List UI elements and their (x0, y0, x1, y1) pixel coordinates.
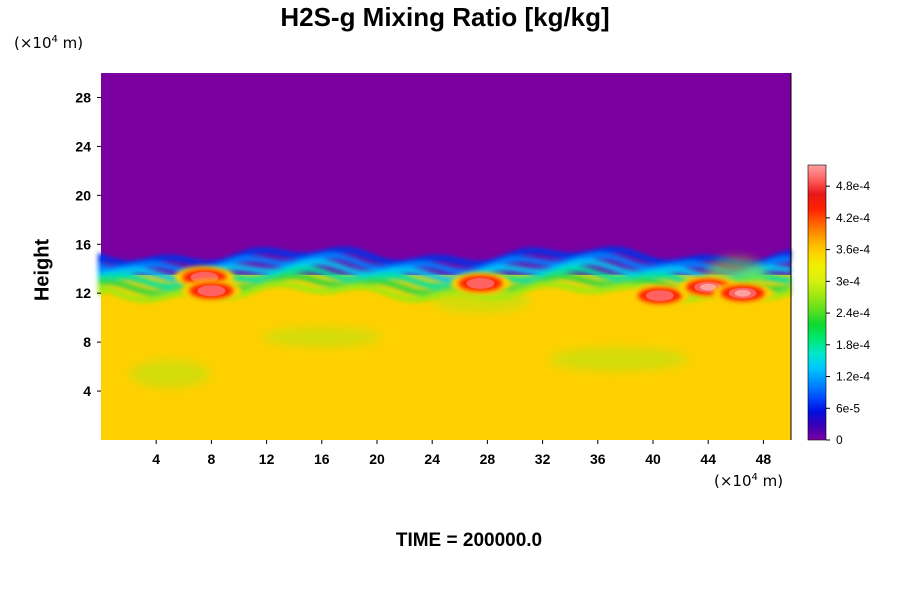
x-unit-prefix: (×10 (714, 472, 752, 490)
y-tick-label: 28 (75, 89, 91, 105)
y-unit-suffix: m) (57, 34, 84, 52)
y-tick-label: 8 (83, 334, 91, 350)
colorbar-tick-label: 2.4e-4 (836, 306, 870, 320)
texture-patch (548, 347, 689, 372)
y-tick-label: 12 (75, 285, 91, 301)
colorbar-tick-label: 1.8e-4 (836, 338, 870, 352)
x-tick-label: 16 (314, 451, 330, 467)
pocket-ring (196, 273, 213, 281)
colorbar: 0 6e-5 1.2e-4 1.8e-4 2.4e-4 3e-4 3.6e-4 4.2e-4 4… (807, 164, 870, 447)
pocket-ring (700, 283, 717, 291)
colorbar-tick-label: 4.2e-4 (836, 211, 870, 225)
lower-texture (130, 256, 766, 388)
x-tick-label: 48 (756, 451, 772, 467)
x-tick-label: 12 (259, 451, 275, 467)
x-tick-label: 4 (152, 451, 160, 467)
field-layer (98, 73, 793, 440)
colorbar-tick-label: 6e-5 (836, 401, 860, 415)
x-tick-label: 8 (208, 451, 216, 467)
texture-patch (430, 288, 531, 313)
y-tick-label: 24 (75, 138, 91, 154)
texture-patch (130, 359, 210, 388)
colorbar-tick-label: 1.2e-4 (836, 370, 870, 384)
colorbar-tick-label: 4.8e-4 (836, 179, 870, 193)
interface-contour (98, 246, 792, 275)
x-tick-label: 20 (369, 451, 385, 467)
x-tick-label: 44 (700, 451, 716, 467)
y-axis-unit: (×104 m) (14, 34, 83, 52)
y-tick-label: 20 (75, 187, 91, 203)
y-unit-prefix: (×10 (14, 34, 52, 52)
x-tick-label: 28 (480, 451, 496, 467)
y-tick-label: 16 (75, 236, 91, 252)
x-tick-label: 40 (645, 451, 661, 467)
pocket-ring (472, 279, 489, 287)
chart-title: H2S-g Mixing Ratio [kg/kg] (280, 2, 610, 32)
pocket-ring (203, 287, 220, 295)
colorbar-bar (807, 164, 827, 441)
concentration-pocket (181, 279, 242, 302)
colorbar-tick-label: 3e-4 (836, 274, 860, 288)
colorbar-tick-label: 3.6e-4 (836, 243, 870, 257)
time-label: TIME = 200000.0 (395, 530, 543, 551)
x-tick-label: 32 (535, 451, 551, 467)
texture-patch (261, 327, 382, 348)
colorbar-tick-label: 0 (836, 433, 843, 447)
concentration-pocket (712, 282, 773, 305)
x-unit-suffix: m) (757, 472, 784, 490)
x-axis-unit: (×104 m) (714, 472, 783, 490)
x-tick-label: 36 (590, 451, 606, 467)
x-tick-label: 24 (424, 451, 440, 467)
y-unit-exponent: 4 (51, 34, 58, 45)
concentration-pocket (450, 272, 511, 295)
pocket-ring (734, 289, 751, 297)
pocket-ring (651, 292, 668, 300)
x-unit-exponent: 4 (751, 472, 758, 483)
concentration-pocket (629, 284, 690, 307)
y-tick-label: 4 (83, 383, 91, 399)
